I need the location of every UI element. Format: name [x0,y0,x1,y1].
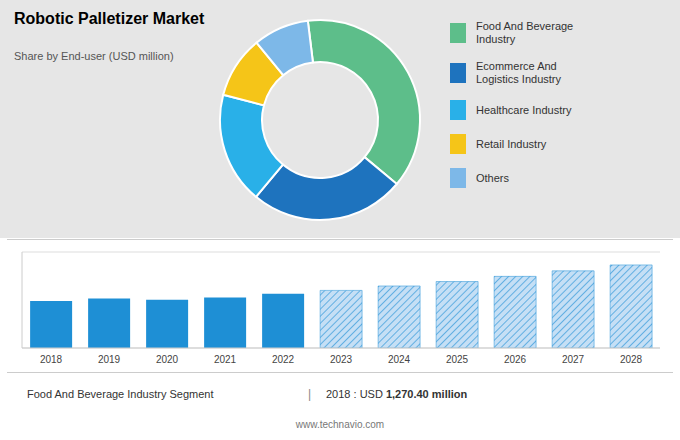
html-text:www.technavio.com: www.technavio.com [295,419,385,430]
html-text:Others: Others [476,171,509,184]
html-text:Retail Industry: Retail Industry [476,137,547,150]
html-text:Logistics Industry: Logistics Industry [476,73,561,85]
html-text:Share by End-user (USD million: Share by End-user (USD million) [14,50,174,62]
html-text:2018 : USD 1,270.40 million: 2018 : USD 1,270.40 million [326,388,468,400]
svg-text:2025: 2025 [446,354,469,365]
svg-text:2024: 2024 [388,354,411,365]
svg-text:2018: 2018 [40,354,63,365]
html-text:Food And Beverage: Food And Beverage [476,20,574,32]
svg-text:2021: 2021 [214,354,237,365]
svg-text:2020: 2020 [156,354,179,365]
svg-text:2026: 2026 [504,354,527,365]
svg-text:2028: 2028 [620,354,643,365]
svg-text:2023: 2023 [330,354,353,365]
html-text:Robotic Palletizer Market: Robotic Palletizer Market [14,10,205,27]
html-text:Healthcare Industry: Healthcare Industry [476,103,572,116]
svg-text:2022: 2022 [272,354,295,365]
html-text:Industry: Industry [476,33,516,45]
html-text:Ecommerce And: Ecommerce And [476,60,557,72]
svg-text:2019: 2019 [98,354,121,365]
svg-text:2027: 2027 [562,354,585,365]
html-text:Food And Beverage Industry Seg: Food And Beverage Industry Segment [27,388,214,400]
